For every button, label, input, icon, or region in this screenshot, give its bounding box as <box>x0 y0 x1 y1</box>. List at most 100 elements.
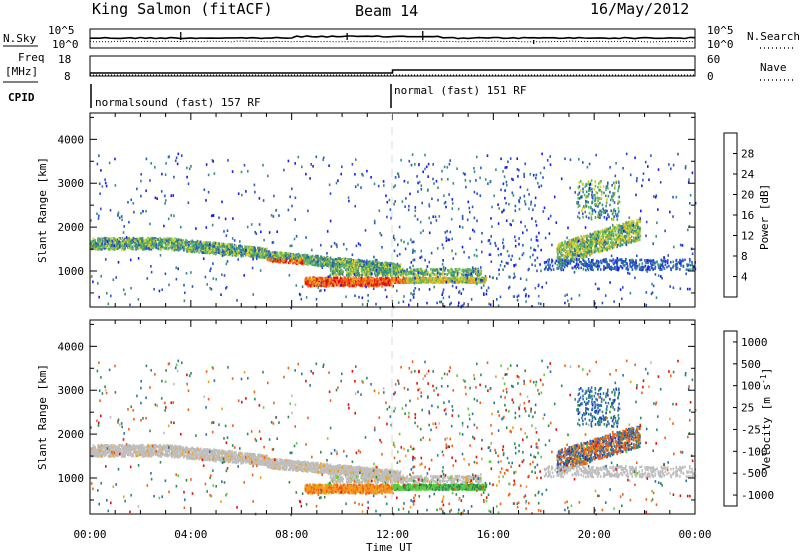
power-point <box>393 277 396 281</box>
power-point <box>90 245 93 248</box>
power-point <box>407 272 410 275</box>
power-point <box>367 260 369 264</box>
power-point <box>253 247 255 251</box>
power-point <box>323 284 325 287</box>
power-point <box>407 276 409 279</box>
power-point <box>121 248 123 251</box>
power-point <box>193 243 195 247</box>
power-point <box>321 276 324 280</box>
power-point <box>304 277 307 281</box>
power-point <box>316 277 318 281</box>
power-point <box>214 250 216 253</box>
power-point <box>202 245 204 248</box>
power-point <box>339 265 342 268</box>
power-point <box>297 256 299 259</box>
power-point <box>108 247 110 251</box>
power-point <box>149 239 152 242</box>
power-point <box>154 245 156 248</box>
power-point <box>231 246 233 249</box>
power-point <box>345 274 348 277</box>
power-point <box>323 257 326 260</box>
power-point <box>342 276 345 280</box>
power-point <box>258 252 261 255</box>
power-point <box>234 248 237 251</box>
power-point <box>163 238 166 242</box>
power-point <box>255 251 257 255</box>
power-point <box>431 280 434 283</box>
power-point <box>105 245 107 248</box>
power-point <box>362 260 365 264</box>
power-point <box>193 247 195 250</box>
power-point <box>353 264 355 268</box>
power-point <box>383 262 386 266</box>
power-point <box>202 247 204 250</box>
power-point <box>349 278 352 282</box>
power-point <box>267 254 269 257</box>
power-point <box>396 279 398 282</box>
power-point <box>101 246 103 250</box>
power-point <box>317 259 320 262</box>
power-point <box>317 263 320 267</box>
power-point <box>228 252 231 256</box>
power-point <box>202 247 205 250</box>
power-point <box>269 251 271 255</box>
power-point <box>291 254 294 258</box>
power-point <box>614 230 617 233</box>
power-point <box>157 247 159 251</box>
power-point <box>271 258 273 261</box>
power-point <box>114 241 116 244</box>
power-point <box>387 264 389 267</box>
power-point <box>328 265 331 268</box>
power-point <box>320 278 323 282</box>
power-point <box>258 249 260 252</box>
power-point <box>347 281 349 284</box>
power-point <box>118 240 120 243</box>
power-point <box>430 280 433 283</box>
power-point <box>344 266 347 270</box>
power-point <box>476 277 478 280</box>
power-point <box>170 238 172 242</box>
power-point <box>386 276 389 280</box>
power-point <box>212 250 214 254</box>
power-point <box>340 270 342 274</box>
power-point <box>330 277 333 281</box>
power-point <box>209 245 212 249</box>
power-point <box>381 282 384 285</box>
power-point <box>336 280 338 284</box>
power-point <box>455 268 457 271</box>
power-point <box>281 255 284 258</box>
power-point <box>209 241 211 244</box>
power-point <box>337 280 340 284</box>
power-point <box>320 284 323 288</box>
power-point <box>305 258 308 262</box>
power-point <box>368 260 371 263</box>
power-point <box>339 276 342 280</box>
power-point <box>347 278 350 281</box>
power-point <box>369 268 372 271</box>
power-point <box>91 240 93 243</box>
power-point <box>556 263 559 267</box>
power-point <box>113 248 116 251</box>
power-point <box>456 276 458 279</box>
power-point <box>206 241 209 245</box>
power-point <box>385 266 387 269</box>
power-point <box>394 264 396 267</box>
power-point <box>148 238 150 241</box>
power-point <box>326 263 328 266</box>
power-point <box>477 278 480 281</box>
power-point <box>325 279 327 283</box>
power-point <box>355 265 357 268</box>
power-point <box>321 261 324 265</box>
power-point <box>189 249 192 253</box>
power-point <box>195 242 198 246</box>
power-point <box>118 237 120 241</box>
power-point <box>231 254 234 257</box>
power-point <box>310 278 313 282</box>
power-point <box>362 262 364 266</box>
power-point <box>416 277 419 280</box>
power-point <box>369 278 371 281</box>
power-point <box>321 263 324 267</box>
power-point <box>268 250 270 253</box>
power-point <box>150 242 153 245</box>
power-point <box>279 256 281 260</box>
